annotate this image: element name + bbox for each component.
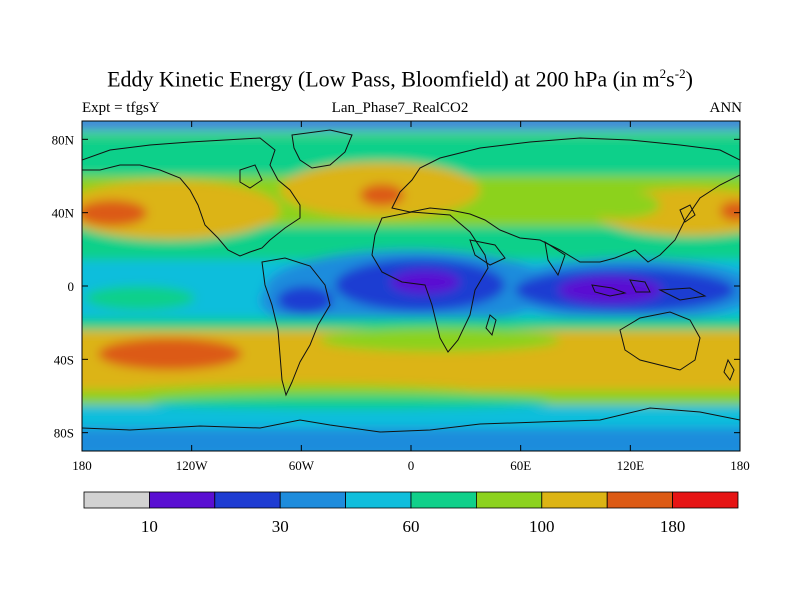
- colorbar: 10 30 60 100 180: [83, 491, 739, 536]
- x-tick-label: 0: [408, 458, 415, 473]
- y-tick-label: 80S: [54, 426, 74, 441]
- y-tick-label: 40S: [54, 352, 74, 367]
- colorbar-swatch: [541, 491, 608, 509]
- colorbar-label: 180: [660, 517, 686, 536]
- colorbar-swatch: [148, 491, 216, 509]
- x-tick-label: 60W: [289, 458, 315, 473]
- season-label: ANN: [709, 100, 743, 116]
- colorbar-swatch: [279, 491, 347, 509]
- experiment-label: Expt = tfgsY: [82, 100, 160, 116]
- y-tick-label: 80N: [52, 132, 75, 147]
- colorbar-label: 10: [141, 517, 158, 536]
- colorbar-swatch: [606, 491, 674, 509]
- colorbar-swatch: [475, 491, 543, 509]
- x-tick-label: 120E: [617, 458, 645, 473]
- x-tick-label: 120W: [176, 458, 209, 473]
- colorbar-label: 60: [403, 517, 420, 536]
- x-tick-label: 60E: [510, 458, 531, 473]
- map-title: Eddy Kinetic Energy (Low Pass, Bloomfiel…: [107, 66, 693, 92]
- coastlines: [82, 129, 740, 433]
- eke-contour-field: [82, 121, 740, 451]
- colorbar-label: 30: [272, 517, 289, 536]
- y-tick-label: 40N: [52, 206, 75, 221]
- colorbar-swatch: [672, 491, 739, 509]
- x-tick-label: 180: [72, 458, 92, 473]
- axis-ticks: 180 120W 60W 0 60E 120E 180 80N 40N 0 40S 80S: [52, 121, 750, 473]
- run-name-label: Lan_Phase7_RealCO2: [331, 100, 469, 116]
- colorbar-swatch: [83, 491, 150, 509]
- colorbar-swatch: [410, 491, 477, 509]
- colorbar-swatch: [345, 491, 412, 509]
- colorbar-swatch: [214, 491, 281, 509]
- colorbar-label: 100: [529, 517, 555, 536]
- y-tick-label: 0: [68, 279, 75, 294]
- x-tick-label: 180: [730, 458, 750, 473]
